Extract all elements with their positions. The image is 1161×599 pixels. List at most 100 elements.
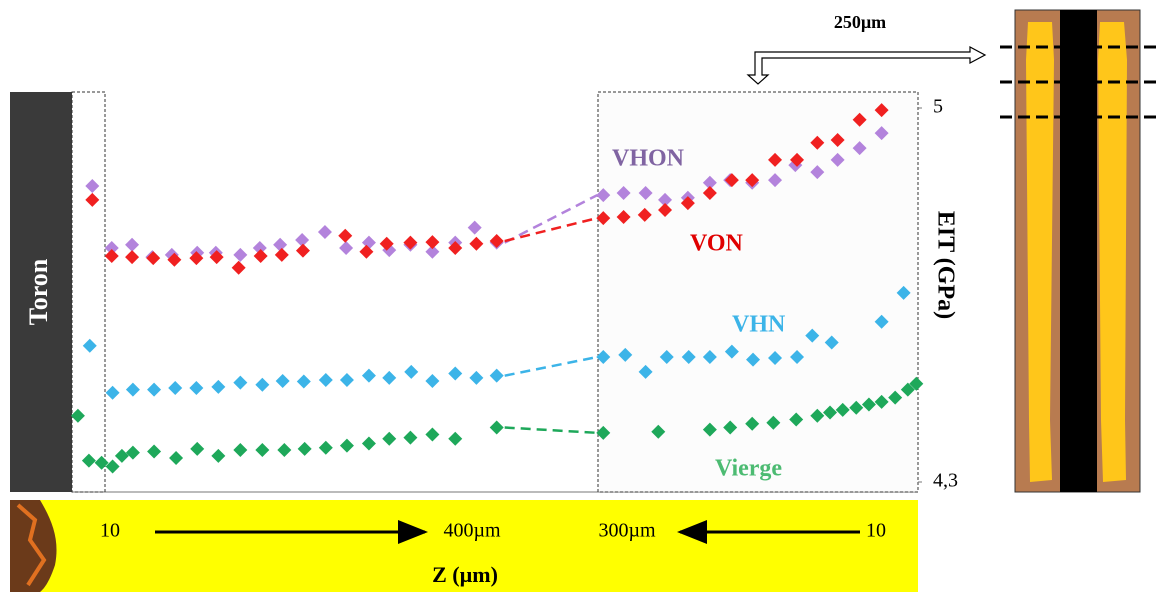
data-point [790, 152, 805, 167]
data-point [830, 152, 845, 167]
x-annotation: 400µm [443, 520, 501, 542]
data-point [125, 250, 140, 265]
data-point [146, 251, 161, 266]
toron-bar [10, 92, 72, 492]
data-point [318, 372, 333, 387]
series-label: VON [690, 231, 744, 257]
data-point [448, 431, 463, 446]
data-point [861, 397, 876, 412]
data-point [616, 185, 631, 200]
data-point [658, 192, 673, 207]
data-point [596, 188, 611, 203]
data-point [295, 232, 310, 247]
data-point [211, 379, 226, 394]
data-point [651, 424, 666, 439]
data-point [425, 427, 440, 442]
data-point [94, 455, 109, 470]
series-label: VHN [732, 312, 786, 338]
data-point [702, 185, 717, 200]
data-point [104, 248, 119, 263]
data-point [297, 441, 312, 456]
connector [504, 426, 598, 435]
data-point [318, 440, 333, 455]
data-point [637, 207, 652, 222]
data-point [830, 133, 845, 148]
data-point [900, 382, 915, 397]
data-point [275, 374, 290, 389]
data-point [169, 450, 184, 465]
data-point [824, 335, 839, 350]
data-point [596, 425, 611, 440]
data-point [379, 236, 394, 251]
y-tick-label: 4,3 [933, 470, 958, 492]
data-point [768, 173, 783, 188]
data-point [81, 453, 96, 468]
sample-core [1060, 10, 1097, 492]
data-point [789, 412, 804, 427]
data-point [835, 402, 850, 417]
data-point [702, 422, 717, 437]
series-label: VHON [612, 146, 685, 172]
hollow-arrow [746, 46, 987, 85]
data-point [147, 444, 162, 459]
y-axis-label: EIT (GPa) [932, 211, 958, 319]
data-point [339, 240, 354, 255]
data-point [638, 364, 653, 379]
data-point [85, 192, 100, 207]
x-annotation: 300µm [598, 520, 656, 542]
data-point [724, 344, 739, 359]
data-point [790, 349, 805, 364]
data-point [596, 211, 611, 226]
y-tick-label: 5 [933, 96, 943, 118]
data-point [114, 448, 129, 463]
data-point [425, 374, 440, 389]
data-point [125, 445, 140, 460]
zone-box [71, 91, 106, 493]
data-point [489, 234, 504, 249]
data-point [425, 244, 440, 259]
data-point [659, 349, 674, 364]
x-annotation: 10 [866, 520, 886, 542]
data-point [638, 185, 653, 200]
data-point [295, 243, 310, 258]
data-point [909, 376, 924, 391]
data-point [896, 285, 911, 300]
data-point [189, 380, 204, 395]
data-point [874, 394, 889, 409]
x-annotation: 10 [100, 520, 120, 542]
data-point [874, 126, 889, 141]
data-point [467, 220, 482, 235]
data-point [233, 375, 248, 390]
data-point [274, 247, 289, 262]
data-point [359, 244, 374, 259]
zone-box [597, 91, 919, 493]
connector [504, 216, 598, 243]
data-point [596, 349, 611, 364]
data-point [810, 135, 825, 150]
data-point [361, 368, 376, 383]
data-point [658, 203, 673, 218]
data-point [317, 224, 332, 239]
data-point [277, 442, 292, 457]
data-point [403, 430, 418, 445]
data-point [296, 374, 311, 389]
data-point [852, 112, 867, 127]
data-point [273, 237, 288, 252]
data-point [702, 175, 717, 190]
data-point [147, 382, 162, 397]
data-point [404, 364, 419, 379]
data-point [403, 235, 418, 250]
data-point [489, 368, 504, 383]
data-point [766, 415, 781, 430]
data-point [874, 103, 889, 118]
data-point [105, 385, 120, 400]
data-point [702, 349, 717, 364]
data-point [190, 441, 205, 456]
data-point [745, 416, 760, 431]
data-point [382, 370, 397, 385]
series-label: Vierge [715, 456, 782, 482]
data-point [338, 228, 353, 243]
data-point [252, 240, 267, 255]
data-point [768, 152, 783, 167]
